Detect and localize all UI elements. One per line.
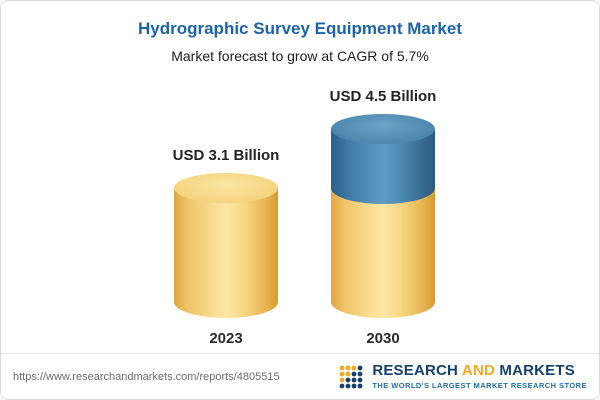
- brand-word-research: RESEARCH: [372, 362, 459, 379]
- bar-2030: USD 4.5 Billion 2030: [328, 88, 438, 347]
- value-label-2023: USD 3.1 Billion: [172, 146, 280, 164]
- bar-2023: USD 3.1 Billion 2023: [171, 147, 281, 347]
- report-url: https://www.researchandmarkets.com/repor…: [13, 370, 280, 383]
- chart-title: Hydrographic Survey Equipment Market: [137, 19, 463, 38]
- brand-name: RESEARCH AND MARKETS: [372, 363, 587, 378]
- footer: https://www.researchandmarkets.com/repor…: [1, 353, 599, 399]
- brand-word-markets: MARKETS: [499, 362, 575, 379]
- cylinder-2030-top-face: [331, 114, 435, 145]
- brand-logo: RESEARCH AND MARKETS THE WORLD'S LARGEST…: [338, 363, 587, 390]
- segment-2023-market-size: [174, 187, 278, 318]
- cylinder-2023-top-face: [174, 172, 278, 203]
- brand-tagline: THE WORLD'S LARGEST MARKET RESEARCH STOR…: [372, 381, 587, 390]
- year-label-2030: 2030: [366, 330, 400, 347]
- brand-word-and: AND: [461, 362, 496, 379]
- cylinder-2023: [174, 172, 278, 318]
- value-label-2030: USD 4.5 Billion: [329, 88, 437, 106]
- chart-area: USD 3.1 Billion 2023 USD 4.5 Billion 203…: [1, 76, 599, 353]
- chart-subtitle: Market forecast to grow at CAGR of 5.7%: [171, 48, 429, 64]
- brand-text: RESEARCH AND MARKETS THE WORLD'S LARGEST…: [372, 363, 587, 390]
- year-label-2023: 2023: [209, 330, 243, 347]
- brand-dot-grid-icon: [339, 365, 363, 388]
- segment-2030-base: [331, 187, 435, 318]
- cylinder-2030: [331, 114, 435, 318]
